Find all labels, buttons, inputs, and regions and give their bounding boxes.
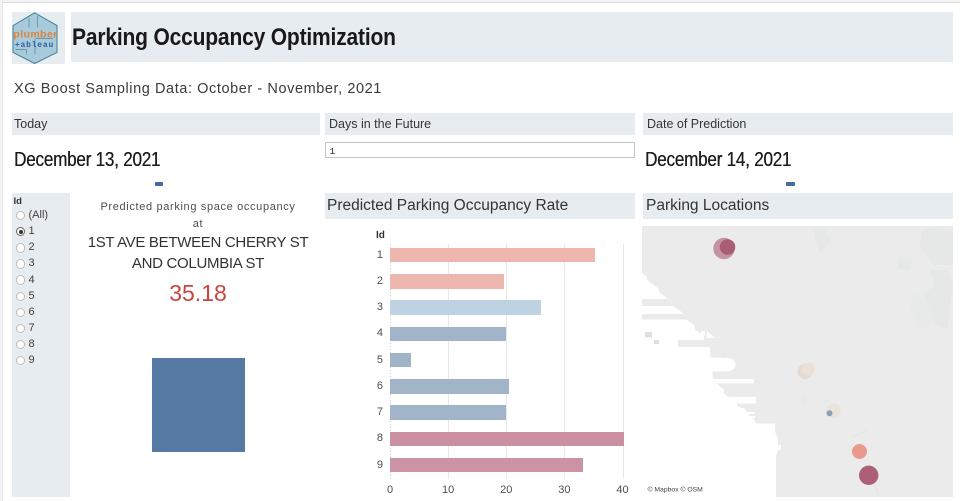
svg-text:© Mapbox © OSM: © Mapbox © OSM <box>647 486 703 494</box>
svg-text:+ableau: +ableau <box>15 41 54 50</box>
svg-text:plumber: plumber <box>13 29 57 41</box>
